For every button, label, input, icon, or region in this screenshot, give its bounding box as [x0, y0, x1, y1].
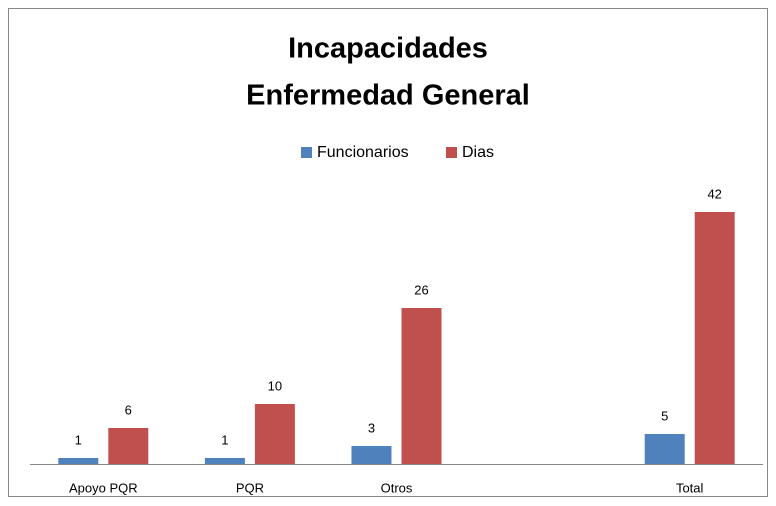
legend-label: Funcionarios — [317, 144, 409, 161]
data-label: 26 — [414, 282, 428, 297]
chart-border — [8, 8, 768, 497]
bar — [204, 458, 245, 464]
data-label: 1 — [75, 432, 82, 447]
legend-swatch — [301, 147, 312, 158]
chart-title: Enfermedad General — [246, 80, 530, 112]
data-label: 42 — [707, 186, 721, 201]
bar — [58, 458, 99, 464]
x-tick-label: PQR — [236, 480, 264, 495]
x-tick-label: Apoyo PQR — [69, 480, 138, 495]
bar — [108, 428, 149, 464]
bar — [351, 446, 392, 464]
legend-swatch — [446, 147, 457, 158]
data-label: 1 — [221, 432, 228, 447]
bar — [401, 308, 442, 464]
bar — [644, 434, 685, 464]
bar — [694, 212, 735, 464]
data-label: 6 — [125, 402, 132, 417]
data-label: 10 — [268, 378, 282, 393]
legend-label: Dias — [462, 144, 494, 161]
chart-title: Incapacidades — [288, 33, 488, 65]
x-tick-label: Otros — [381, 480, 413, 495]
data-label: 3 — [368, 420, 375, 435]
bar — [254, 404, 295, 464]
data-label: 5 — [661, 408, 668, 423]
x-tick-label: Total — [676, 480, 704, 495]
